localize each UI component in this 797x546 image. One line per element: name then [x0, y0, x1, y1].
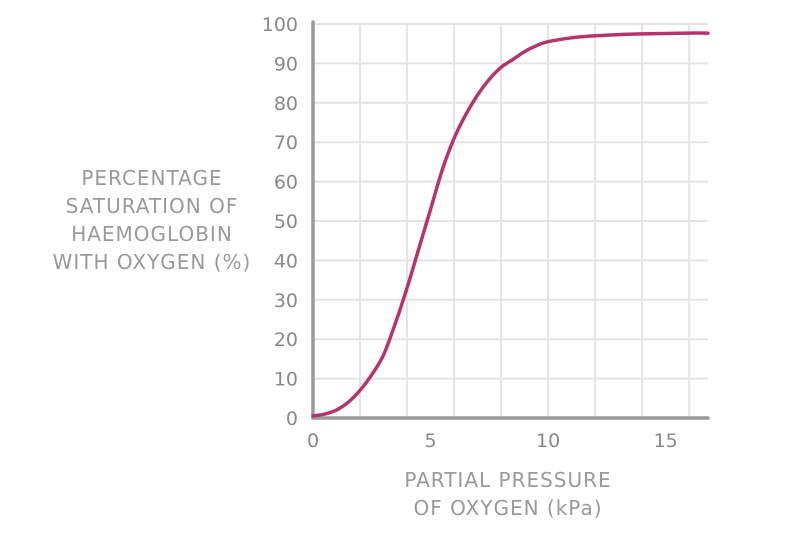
axes — [311, 20, 710, 420]
y-tick-label: 70 — [274, 132, 298, 154]
y-tick-label: 50 — [274, 211, 298, 233]
y-tick-labels: 0 10 20 30 40 50 60 70 80 90 100 — [262, 14, 298, 430]
x-tick-label: 15 — [654, 430, 678, 452]
y-tick-label: 100 — [262, 14, 298, 36]
series-group — [311, 31, 710, 418]
x-axis-label-line: OF OXYGEN (kPa) — [413, 496, 602, 520]
y-tick-label: 0 — [286, 408, 298, 430]
y-tick-label: 80 — [274, 93, 298, 115]
grid-lines — [313, 23, 708, 418]
x-tick-label: 5 — [425, 430, 437, 452]
x-tick-label: 10 — [536, 430, 560, 452]
series-line-oxygen-dissociation-curve — [311, 31, 710, 418]
x-axis-label-line: PARTIAL PRESSURE — [404, 468, 611, 492]
y-axis-label-line: SATURATION OF — [66, 194, 239, 218]
y-tick-label: 20 — [274, 329, 298, 351]
y-tick-label: 10 — [274, 369, 298, 391]
y-tick-label: 40 — [274, 250, 298, 272]
y-tick-label: 90 — [274, 53, 298, 75]
x-tick-label: 0 — [307, 430, 319, 452]
y-tick-label: 30 — [274, 290, 298, 312]
x-axis-label: PARTIAL PRESSURE OF OXYGEN (kPa) — [404, 468, 611, 520]
y-axis-label: PERCENTAGE SATURATION OF HAEMOGLOBIN WITH O… — [53, 166, 252, 274]
y-tick-label: 60 — [274, 172, 298, 194]
x-tick-labels: 0 5 10 15 — [307, 430, 678, 452]
y-axis-label-line: PERCENTAGE — [81, 166, 222, 190]
y-axis-label-line: HAEMOGLOBIN — [71, 222, 233, 246]
y-axis-label-line: WITH OXYGEN (%) — [53, 250, 252, 274]
